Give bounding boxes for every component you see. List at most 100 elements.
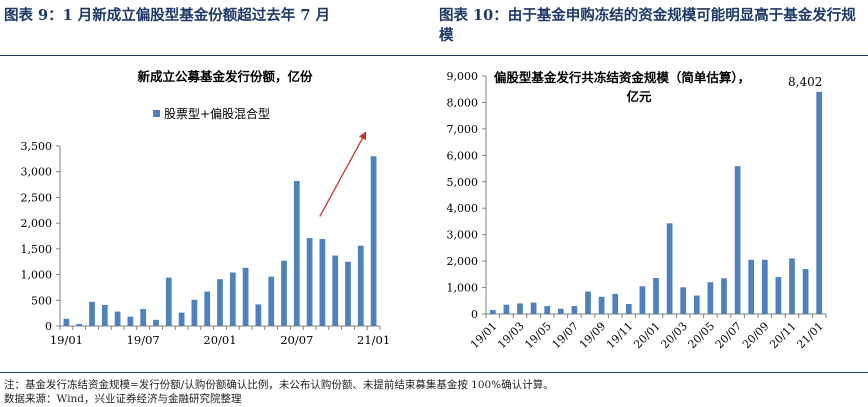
y-tick-label: 1,500 [21,243,53,256]
x-tick-label: 19/01 [50,333,83,347]
bar [517,303,523,314]
bar [789,258,795,314]
bar [229,272,236,326]
bottom-divider [0,372,868,373]
bar [293,180,300,326]
bar [178,312,185,326]
top-divider [0,55,868,56]
bar [89,301,95,326]
x-tick-label: 21/01 [357,333,390,347]
x-tick-label: 20/11 [767,320,799,352]
bar [242,267,249,326]
bar [639,286,646,314]
bar [140,309,147,326]
y-tick-label: 1,000 [21,269,53,282]
x-tick-label: 19/03 [495,320,527,352]
bar [319,239,326,326]
bar [306,238,313,326]
y-tick-label: 6,000 [447,149,479,162]
x-tick-label: 20/01 [203,333,236,347]
bar [191,299,198,326]
legend-swatch [153,110,160,117]
bar [503,304,510,314]
bar [370,156,377,326]
data-label: 8,402 [788,75,822,89]
x-tick-label: 19/07 [127,333,160,347]
bar [357,245,364,326]
chart-title: 偏股型基金发行共冻结资金规模（简单估算），亿元 [494,70,750,104]
x-tick-label: 20/01 [631,320,663,352]
bar [625,303,632,314]
footnote: 注：基金发行冻结资金规模=发行份额/认购份额确认比例，未公布认购份额、未提前结束… [4,379,554,391]
y-tick-label: 1,000 [447,282,479,295]
x-tick-label: 19/01 [468,320,500,352]
y-tick-label: 8,000 [447,96,479,109]
x-tick-label: 21/01 [794,320,826,352]
bar [127,316,134,326]
bar [204,291,211,326]
bar [281,260,287,326]
bar [345,261,351,326]
bar [63,318,70,326]
y-tick-label: 2,000 [21,217,53,230]
bar [76,323,83,326]
bar [332,255,339,326]
x-tick-label: 20/07 [713,320,745,352]
x-tick-label: 20/03 [658,320,690,352]
y-tick-label: 3,500 [21,140,53,153]
trend-arrow [319,131,367,217]
y-tick-label: 0 [45,320,52,333]
bar [585,291,591,314]
legend-label: 股票型+偏股混合型 [164,106,270,121]
y-tick-label: 2,500 [21,191,53,204]
bar [680,287,687,314]
left-chart-heading: 图表 9：1 月新成立偏股型基金份额超过去年 7 月 [4,7,330,24]
x-tick-label: 19/11 [604,320,636,352]
bar [217,279,223,326]
bar [707,282,714,314]
y-tick-label: 3,000 [21,166,53,179]
bar [775,276,782,314]
bar [557,308,564,314]
bar [489,310,496,314]
y-tick-label: 0 [471,308,478,321]
y-tick-label: 500 [31,294,52,307]
bar [612,293,619,314]
bar [802,269,809,314]
x-tick-label: 19/09 [577,320,609,352]
right-bar-chart: 偏股型基金发行共冻结资金规模（简单估算），亿元 0 1,000 2,000 3,000 4… [447,70,827,352]
data-source: 数据来源：Wind，兴业证券经济与金融研究院整理 [4,393,242,405]
bar [255,304,262,326]
y-tick-label: 3,000 [447,229,479,242]
bar [114,311,121,326]
bar [693,295,700,314]
bar [761,259,768,314]
x-tick-label: 20/05 [686,320,718,352]
bar [165,277,172,326]
y-tick-label: 2,000 [447,255,479,268]
bar [153,319,159,326]
bar [268,276,275,326]
bar [653,278,659,314]
y-tick-label: 7,000 [447,123,479,136]
x-tick-label: 20/07 [280,333,313,347]
bar [666,223,673,314]
bar [816,91,823,314]
bar [530,302,537,314]
bar [721,278,727,314]
y-tick-label: 9,000 [447,70,479,83]
x-tick-label: 20/09 [740,320,772,352]
bar [734,166,741,314]
y-tick-label: 4,000 [447,202,479,215]
y-tick-label: 5,000 [447,176,479,189]
x-tick-label: 19/05 [522,320,554,352]
chart-title: 新成立公募基金发行份额，亿份 [137,69,313,84]
bar [571,306,578,314]
bar [748,259,755,314]
right-chart-heading: 图表 10：由于基金申购冻结的资金规模可能明显高于基金发行规模 [439,7,856,44]
bar [598,296,605,314]
bar [544,306,551,314]
bar [101,304,108,326]
x-tick-label: 19/07 [550,320,582,352]
